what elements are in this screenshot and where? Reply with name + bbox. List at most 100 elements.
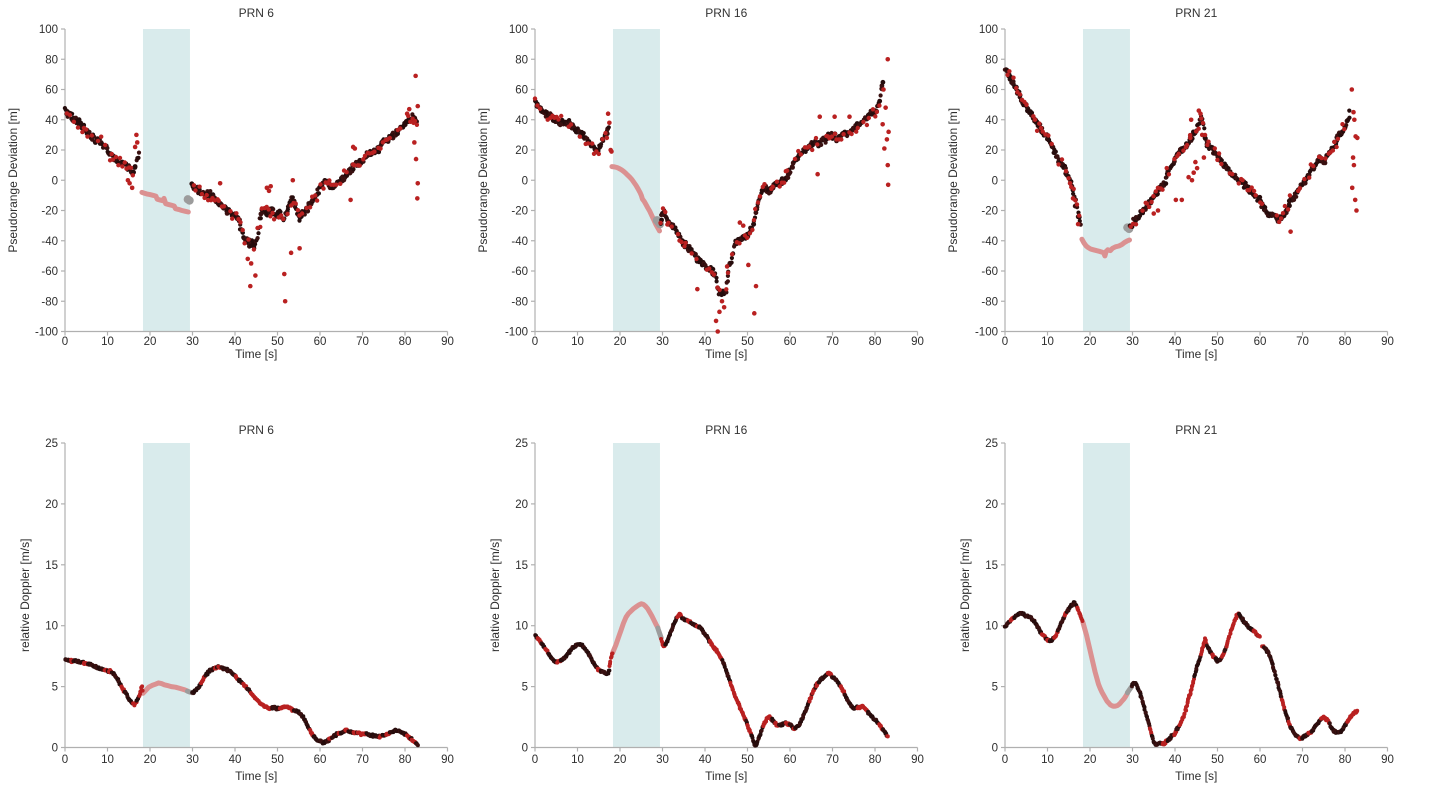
x-tick-label: 20 xyxy=(144,336,157,348)
x-tick-label: 30 xyxy=(656,336,669,348)
x-tick-label: 50 xyxy=(271,336,284,348)
red-outlier-dot xyxy=(1179,197,1185,203)
red-outlier-dot xyxy=(753,283,759,289)
y-tick-label: 100 xyxy=(39,24,58,36)
red-outlier-dot xyxy=(348,197,353,203)
red-outlier-dot xyxy=(1193,159,1198,165)
x-tick-label: 20 xyxy=(144,754,157,766)
red-outlier-dot xyxy=(695,286,700,292)
red-outlier-dot xyxy=(282,271,287,277)
x-tick-label: 0 xyxy=(532,336,538,348)
x-tick-label: 40 xyxy=(1169,754,1182,766)
x-tick-label: 70 xyxy=(1296,754,1309,766)
red-outlier-dot xyxy=(1355,135,1360,141)
y-tick-label: -40 xyxy=(511,236,528,248)
x-tick-label: 10 xyxy=(571,336,584,348)
red-outlier-dot xyxy=(817,114,823,120)
y-tick-label: 10 xyxy=(45,621,58,633)
red-outlier-dot xyxy=(217,180,223,186)
y-tick-label: 10 xyxy=(515,621,528,633)
x-axis-label: Time [s] xyxy=(1175,347,1217,361)
y-tick-label: 15 xyxy=(515,560,528,572)
red-outlier-dot xyxy=(1351,162,1357,168)
red-outlier-dot xyxy=(1352,197,1358,203)
red-outlier-dot xyxy=(1350,155,1356,160)
y-tick-label: 15 xyxy=(45,560,58,572)
red-outlier-dot xyxy=(282,298,288,304)
plot-area xyxy=(63,657,420,748)
plot-title: PRN 6 xyxy=(239,6,275,20)
y-tick-label: 20 xyxy=(45,145,58,157)
red-outlier-dot xyxy=(881,87,886,92)
red-outlier-dot xyxy=(740,223,746,228)
y-tick-label: 40 xyxy=(515,115,528,127)
y-tick-label: -100 xyxy=(975,327,998,339)
x-axis-label: Time [s] xyxy=(1175,769,1217,783)
y-tick-label: -100 xyxy=(505,327,528,339)
plot-area xyxy=(1002,67,1360,259)
x-tick-label: 80 xyxy=(399,754,412,766)
y-tick-label: 0 xyxy=(992,743,998,755)
red-outlier-dot xyxy=(882,146,887,151)
red-outlier-dot xyxy=(1198,111,1203,116)
x-tick-label: 70 xyxy=(826,754,839,766)
x-tick-label: 30 xyxy=(1126,754,1139,766)
y-tick-label: 0 xyxy=(992,175,998,187)
y-tick-label: -80 xyxy=(511,296,528,308)
red-outlier-dot xyxy=(1288,229,1293,234)
plot-area xyxy=(62,73,421,304)
y-tick-label: 20 xyxy=(985,145,998,157)
outage-band xyxy=(612,443,660,748)
red-outlier-dot xyxy=(719,298,725,304)
y-axis-label: Pseudorange Deviation [m] xyxy=(6,108,20,253)
y-tick-label: 10 xyxy=(985,621,998,633)
red-outlier-dot xyxy=(847,114,852,120)
red-outlier-dot xyxy=(134,132,139,138)
y-tick-label: 0 xyxy=(522,743,528,755)
y-tick-label: 60 xyxy=(515,85,528,97)
y-tick-label: 20 xyxy=(985,499,998,511)
x-tick-label: 40 xyxy=(1169,336,1182,348)
red-outlier-dot xyxy=(248,283,253,289)
x-tick-label: 90 xyxy=(441,336,454,348)
outage-band xyxy=(1082,29,1130,332)
outage-band xyxy=(142,29,190,332)
plot-area xyxy=(1002,600,1360,747)
x-tick-label: 70 xyxy=(356,336,369,348)
x-tick-label: 50 xyxy=(271,754,284,766)
red-outlier-dot xyxy=(245,256,251,262)
red-outlier-dot xyxy=(413,73,418,79)
x-axis-label: Time [s] xyxy=(235,347,277,361)
y-axis-label: Pseudorange Deviation [m] xyxy=(946,108,960,253)
interpolated-segment xyxy=(609,164,662,234)
red-outlier-dot xyxy=(885,182,891,188)
red-outlier-dot xyxy=(268,184,274,189)
y-tick-label: 25 xyxy=(985,438,998,450)
red-outlier-dot xyxy=(404,111,410,116)
y-tick-label: 25 xyxy=(45,438,58,450)
y-tick-label: 40 xyxy=(985,115,998,127)
red-outlier-dot xyxy=(1070,196,1076,201)
red-outlier-dot xyxy=(134,140,140,145)
y-tick-label: -40 xyxy=(981,236,998,248)
plot-title: PRN 6 xyxy=(239,423,275,437)
red-outlier-dot xyxy=(127,180,132,186)
red-outlier-dot xyxy=(1351,109,1356,115)
red-outlier-dot xyxy=(253,273,258,278)
y-tick-label: -20 xyxy=(981,206,998,218)
red-outlier-dot xyxy=(1155,208,1161,213)
x-tick-label: 40 xyxy=(699,336,712,348)
x-tick-label: 20 xyxy=(614,754,627,766)
x-tick-label: 90 xyxy=(911,754,924,766)
y-axis-label: Pseudorange Deviation [m] xyxy=(476,108,490,253)
red-outlier-dot xyxy=(1349,87,1355,92)
x-tick-label: 20 xyxy=(614,336,627,348)
y-tick-label: -80 xyxy=(41,296,58,308)
x-tick-label: 90 xyxy=(911,336,924,348)
red-outlier-dot xyxy=(746,262,751,268)
x-tick-label: 0 xyxy=(62,754,68,766)
x-tick-label: 20 xyxy=(1084,336,1097,348)
x-tick-label: 50 xyxy=(1211,754,1224,766)
